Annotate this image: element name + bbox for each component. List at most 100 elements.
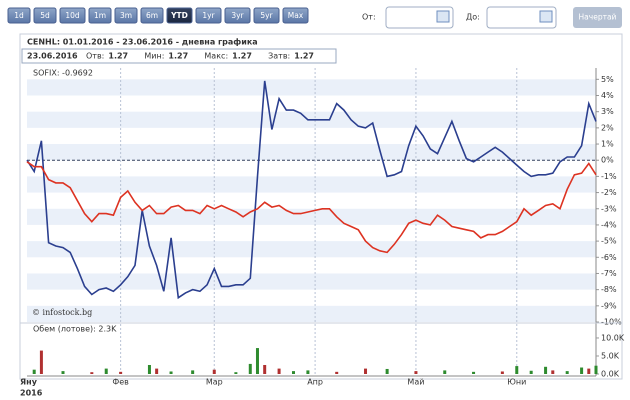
x-tick-label: Яну bbox=[20, 378, 38, 387]
x-tick-label: Мар bbox=[206, 378, 223, 387]
volume-bar bbox=[212, 369, 216, 374]
volume-bar bbox=[544, 366, 548, 374]
x-tick-label: Май bbox=[407, 378, 424, 387]
y-tick-label: -6% bbox=[601, 253, 617, 262]
volume-bar bbox=[414, 371, 418, 374]
volume-bar bbox=[335, 371, 339, 374]
line-series bbox=[26, 161, 597, 254]
volume-bar bbox=[587, 368, 591, 374]
year-label: 2016 bbox=[20, 389, 43, 398]
y-tick-label: -3% bbox=[601, 204, 617, 213]
volume-bar bbox=[191, 370, 195, 374]
y-tick-label: -4% bbox=[601, 220, 617, 229]
grid-band bbox=[27, 305, 596, 322]
x-tick-label: Фев bbox=[112, 378, 129, 387]
quote-box bbox=[21, 48, 337, 64]
period-button[interactable] bbox=[140, 7, 164, 24]
y-tick-label: 3% bbox=[601, 107, 614, 116]
period-button[interactable] bbox=[253, 7, 280, 24]
y-tick-label: 2% bbox=[601, 123, 614, 132]
period-label: 10d bbox=[65, 11, 80, 20]
legend-entry: SOFIX: -0.9692 bbox=[33, 69, 93, 78]
period-label: 3yr bbox=[231, 11, 244, 20]
volume-bar bbox=[500, 371, 504, 374]
y-tick-label: 0.0K bbox=[601, 370, 620, 379]
y-tick-label: -10% bbox=[601, 318, 622, 327]
y-tick-label: -1% bbox=[601, 172, 617, 181]
volume-bar bbox=[234, 372, 238, 374]
period-label: 1m bbox=[94, 11, 106, 20]
volume-bar bbox=[472, 371, 476, 374]
quote-label: Мин: bbox=[144, 52, 164, 61]
period-label: YTD bbox=[170, 11, 188, 20]
period-button[interactable] bbox=[195, 7, 222, 24]
quote-value: 1.27 bbox=[232, 52, 252, 61]
volume-bar bbox=[529, 370, 533, 374]
line-series bbox=[26, 80, 597, 300]
volume-bar bbox=[385, 368, 389, 374]
x-tick-label: Юни bbox=[507, 378, 526, 387]
volume-bar bbox=[104, 368, 108, 374]
calendar-icon[interactable] bbox=[436, 10, 450, 23]
volume-bar bbox=[32, 369, 36, 374]
period-button[interactable] bbox=[33, 7, 57, 24]
volume-bar bbox=[580, 367, 584, 374]
grid-band bbox=[27, 208, 596, 225]
x-tick-label: Апр bbox=[307, 378, 323, 387]
period-label: 6m bbox=[146, 11, 158, 20]
y-tick-label: 5% bbox=[601, 75, 614, 84]
period-label: Max bbox=[288, 11, 304, 20]
y-tick-label: 4% bbox=[601, 91, 614, 100]
to-label: До: bbox=[466, 13, 480, 22]
period-button[interactable] bbox=[166, 7, 193, 24]
submit-button[interactable] bbox=[573, 7, 622, 28]
volume-bar bbox=[90, 372, 94, 374]
period-label: 5d bbox=[40, 11, 50, 20]
grid-band bbox=[27, 176, 596, 193]
watermark: © infostock.bg bbox=[32, 308, 92, 317]
chart-header-title: CENHL: 01.01.2016 - 23.06.2016 - дневна … bbox=[27, 38, 258, 47]
calendar-icon[interactable] bbox=[539, 10, 553, 23]
grid-band bbox=[27, 273, 596, 290]
y-tick-label: 5.0K bbox=[601, 351, 620, 360]
grid-band bbox=[27, 79, 596, 96]
volume-bar bbox=[119, 371, 123, 374]
volume-bar bbox=[594, 365, 598, 374]
period-label: 1yr bbox=[202, 11, 215, 20]
submit-label: Начертай bbox=[579, 13, 617, 22]
quote-value: 1.27 bbox=[294, 52, 314, 61]
period-label: 3m bbox=[120, 11, 132, 20]
period-button[interactable] bbox=[7, 7, 31, 24]
from-label: От: bbox=[362, 13, 376, 22]
y-tick-label: -5% bbox=[601, 237, 617, 246]
volume-title: Обем (лотове): 2.3K bbox=[33, 325, 117, 334]
volume-bar bbox=[291, 371, 295, 374]
quote-date: 23.06.2016 bbox=[27, 52, 78, 61]
period-label: 5yr bbox=[260, 11, 273, 20]
volume-bar bbox=[255, 348, 259, 374]
period-button[interactable] bbox=[282, 7, 309, 24]
to-input[interactable] bbox=[486, 6, 557, 29]
grid-band bbox=[27, 241, 596, 258]
period-button[interactable] bbox=[114, 7, 138, 24]
y-tick-label: 0% bbox=[601, 156, 614, 165]
period-button[interactable] bbox=[88, 7, 112, 24]
y-tick-label: 10.0K bbox=[601, 333, 625, 342]
period-button[interactable] bbox=[224, 7, 251, 24]
volume-bar bbox=[277, 368, 281, 374]
volume-bar bbox=[39, 350, 43, 374]
quote-label: Затв: bbox=[268, 52, 290, 61]
y-tick-label: -2% bbox=[601, 188, 617, 197]
volume-bar bbox=[169, 371, 173, 374]
volume-bar bbox=[306, 370, 310, 374]
volume-bar bbox=[551, 370, 555, 374]
volume-bar bbox=[443, 370, 447, 374]
from-input[interactable] bbox=[385, 6, 454, 29]
y-tick-label: -8% bbox=[601, 285, 617, 294]
period-button[interactable] bbox=[59, 7, 86, 24]
y-tick-label: -9% bbox=[601, 301, 617, 310]
volume-bar bbox=[155, 368, 159, 374]
volume-bar bbox=[364, 368, 368, 374]
